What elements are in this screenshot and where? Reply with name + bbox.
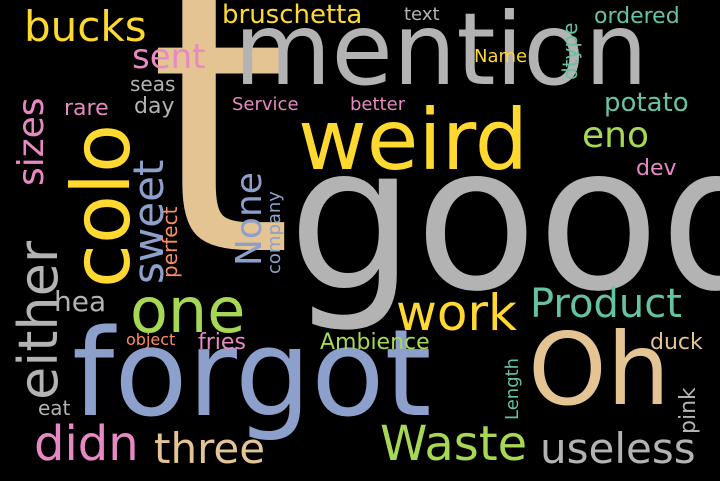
word-dev: dev (636, 156, 677, 181)
word-either: either (7, 240, 70, 400)
word-work: work (396, 284, 517, 342)
word-length: Length (502, 357, 523, 420)
word-potato: potato (604, 88, 689, 118)
word-sent: sent (132, 37, 206, 77)
word-didn: didn (34, 416, 139, 472)
word-useless: useless (540, 424, 696, 473)
word-good: good (288, 103, 720, 336)
word-eat: eat (38, 396, 71, 420)
word-pink: pink (676, 387, 701, 434)
word-ordered: ordered (594, 4, 680, 29)
word-none: None (229, 172, 270, 266)
word-rare: rare (64, 96, 109, 121)
word-bruschetta: bruschetta (222, 0, 363, 30)
word-bucks: bucks (24, 2, 147, 51)
word-name: Name (474, 46, 528, 67)
word-dtype: dtype (558, 22, 582, 80)
word-text: text (404, 4, 440, 25)
word-eno: eno (582, 115, 649, 156)
word-better: better (350, 94, 406, 115)
word-three: three (154, 424, 266, 473)
word-t: t (148, 0, 294, 338)
word-mention: mention (234, 0, 648, 108)
word-day: day (134, 94, 175, 119)
word-waste: Waste (380, 416, 528, 472)
word-forgot: forgot (72, 305, 432, 444)
word-one: one (130, 274, 246, 347)
word-object: object (126, 330, 176, 349)
word-weird: weird (298, 91, 529, 189)
word-ambience: Ambience (320, 330, 430, 355)
word-perfect: perfect (158, 206, 182, 278)
word-oh: Oh (528, 311, 671, 428)
word-company: company (264, 191, 285, 274)
word-service: Service (232, 94, 299, 115)
word-duck: duck (650, 330, 703, 355)
word-hea: hea (54, 285, 107, 318)
word-fries: fries (198, 330, 246, 355)
word-sizes: sizes (11, 97, 52, 186)
word-seas: seas (130, 72, 176, 96)
word-product: Product (530, 281, 682, 327)
